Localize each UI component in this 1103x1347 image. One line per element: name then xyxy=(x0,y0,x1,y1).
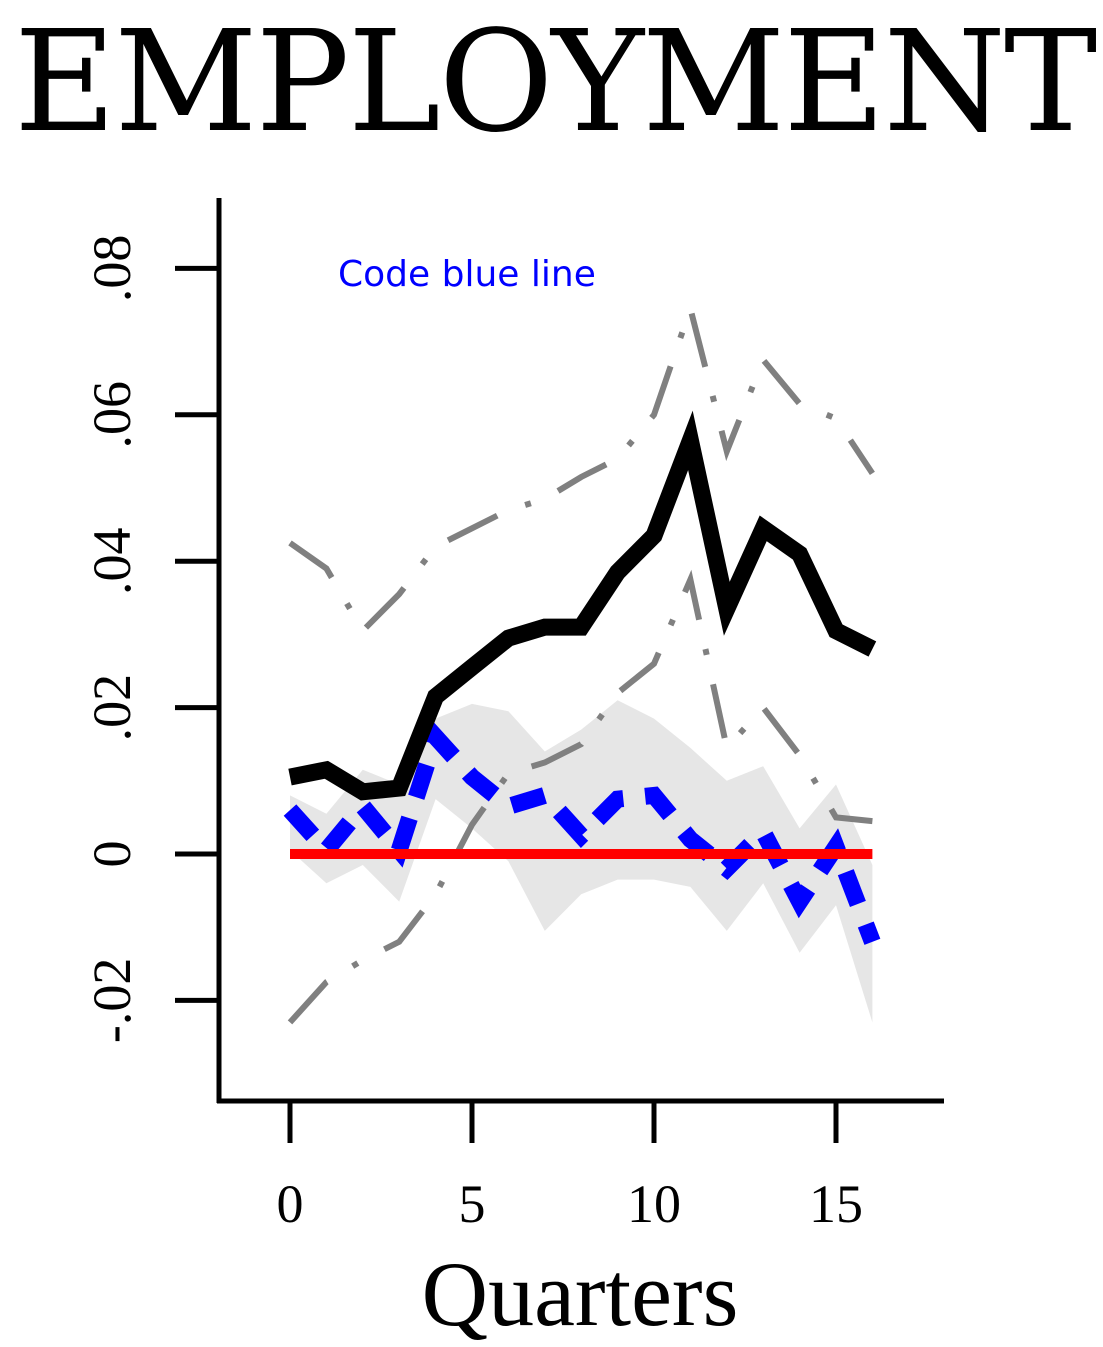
y-tick-label: -.02 xyxy=(82,958,142,1043)
main-series-line-0 xyxy=(288,410,877,801)
series-layer xyxy=(283,298,881,1025)
chart-title: EMPLOYMENT xyxy=(14,8,1097,158)
ticks-layer: -.02 0 .02 .04 .06 .08 0 5 10 15 xyxy=(82,235,863,1234)
confidence-band xyxy=(290,700,873,1023)
x-tick-label: 0 xyxy=(277,1174,304,1234)
x-tick-label: 10 xyxy=(627,1174,681,1234)
band-series-line-3 xyxy=(287,569,873,1025)
y-tick-label: 0 xyxy=(82,841,142,868)
code-blue-line-annotation: Code blue line xyxy=(338,254,596,295)
x-tick-label: 15 xyxy=(809,1174,863,1234)
y-tick-label: .08 xyxy=(82,235,142,303)
y-tick-label: .02 xyxy=(82,674,142,742)
axes-layer xyxy=(216,198,944,1104)
band-series-line-2 xyxy=(288,298,875,636)
x-tick-label: 5 xyxy=(459,1174,486,1234)
y-tick-label: .04 xyxy=(82,527,142,595)
x-axis-label: Quarters xyxy=(422,1243,739,1345)
y-tick-label: .06 xyxy=(82,381,142,449)
confidence-band-layer xyxy=(290,700,873,1023)
